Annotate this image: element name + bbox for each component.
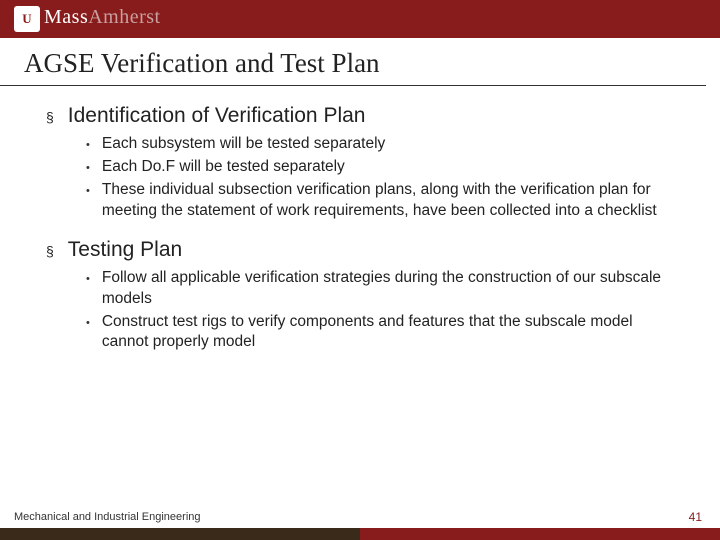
list-item: • Each subsystem will be tested separate… — [86, 134, 680, 155]
dot-bullet-icon: • — [86, 161, 90, 176]
logo: U MassAmherst — [14, 6, 161, 32]
logo-text-amherst: Amherst — [88, 6, 160, 29]
footer-top: Mechanical and Industrial Engineering 41 — [0, 506, 720, 528]
logo-badge-text: U — [22, 11, 31, 27]
header-bar: U MassAmherst — [0, 0, 720, 38]
logo-badge: U — [14, 6, 40, 32]
list-item: • Follow all applicable verification str… — [86, 268, 680, 310]
list-item-text: Follow all applicable verification strat… — [102, 268, 680, 310]
section-heading-text: Identification of Verification Plan — [68, 104, 366, 128]
dot-bullet-icon: • — [86, 138, 90, 153]
sub-list: • Follow all applicable verification str… — [46, 268, 680, 354]
footer-band-red — [360, 528, 720, 540]
square-bullet-icon: § — [46, 109, 54, 125]
page-number: 41 — [689, 510, 702, 524]
footer-band-dark — [0, 528, 360, 540]
slide-title: AGSE Verification and Test Plan — [0, 38, 706, 86]
section-heading: § Identification of Verification Plan — [46, 104, 680, 128]
footer-band — [0, 528, 720, 540]
sub-list: • Each subsystem will be tested separate… — [46, 134, 680, 222]
list-item-text: Each subsystem will be tested separately — [102, 134, 385, 155]
footer: Mechanical and Industrial Engineering 41 — [0, 506, 720, 540]
section-testing: § Testing Plan • Follow all applicable v… — [46, 238, 680, 354]
list-item: • These individual subsection verificati… — [86, 180, 680, 222]
list-item: • Construct test rigs to verify componen… — [86, 312, 680, 354]
logo-text-mass: Mass — [44, 6, 88, 29]
dot-bullet-icon: • — [86, 316, 90, 331]
dot-bullet-icon: • — [86, 184, 90, 199]
section-heading-text: Testing Plan — [68, 238, 182, 262]
list-item: • Each Do.F will be tested separately — [86, 157, 680, 178]
list-item-text: Construct test rigs to verify components… — [102, 312, 680, 354]
section-identification: § Identification of Verification Plan • … — [46, 104, 680, 222]
list-item-text: Each Do.F will be tested separately — [102, 157, 345, 178]
dot-bullet-icon: • — [86, 272, 90, 287]
content-area: § Identification of Verification Plan • … — [0, 86, 720, 353]
square-bullet-icon: § — [46, 243, 54, 259]
section-heading: § Testing Plan — [46, 238, 680, 262]
footer-dept: Mechanical and Industrial Engineering — [14, 511, 201, 523]
list-item-text: These individual subsection verification… — [102, 180, 680, 222]
